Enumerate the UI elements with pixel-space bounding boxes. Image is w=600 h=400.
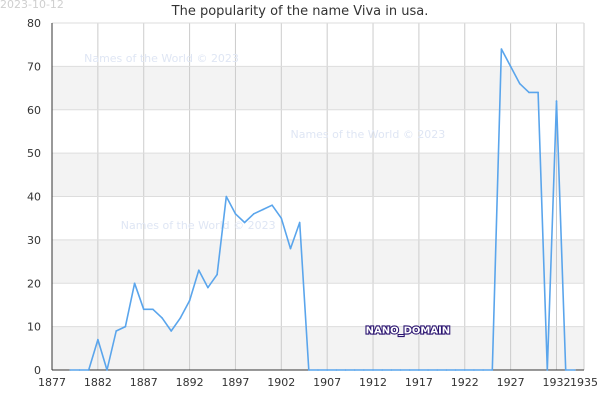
data-point <box>491 369 494 371</box>
series-line <box>70 48 575 371</box>
x-tick-label: 1892 <box>176 376 204 389</box>
plot-bands <box>52 66 584 370</box>
data-point <box>216 273 218 276</box>
x-tick-label: 1907 <box>313 376 341 389</box>
data-point <box>262 208 264 211</box>
date-stamp: 2023-10-12 <box>0 0 64 11</box>
x-tick-label: 1935 <box>570 376 598 389</box>
y-tick-label: 20 <box>27 277 41 290</box>
x-tick-label: 1882 <box>84 376 112 389</box>
data-point <box>381 369 384 371</box>
data-point <box>152 308 154 311</box>
data-point <box>280 217 283 219</box>
data-point <box>537 91 539 94</box>
watermark-text: Names of the World © 2023 <box>290 128 445 141</box>
data-point <box>335 369 338 371</box>
x-tick-label: 1897 <box>221 376 249 389</box>
x-tick-label: 1887 <box>130 376 158 389</box>
data-point <box>106 369 108 371</box>
plot-band <box>52 239 584 284</box>
x-tick-label: 1902 <box>267 376 295 389</box>
data-point <box>418 369 420 371</box>
data-point <box>161 317 163 319</box>
plot-band <box>52 153 584 197</box>
data-point <box>546 369 549 371</box>
data-point <box>518 82 521 85</box>
y-tick-label: 80 <box>27 17 41 30</box>
data-point <box>124 325 127 328</box>
x-tick-label: 1927 <box>497 376 525 389</box>
data-point <box>271 204 273 206</box>
chart-title: The popularity of the name Viva in usa. <box>171 4 429 19</box>
y-tick-label: 10 <box>27 321 41 334</box>
x-tick-label: 1912 <box>359 376 387 389</box>
plot-band <box>52 66 584 110</box>
data-point <box>69 369 72 371</box>
data-point <box>207 286 209 289</box>
data-point <box>344 369 347 371</box>
y-tick-label: 60 <box>27 104 41 117</box>
data-point <box>142 308 145 311</box>
data-point <box>509 65 512 68</box>
data-point <box>555 100 558 102</box>
plot-band <box>52 326 584 370</box>
data-point <box>473 369 475 371</box>
stamp-label: NANO_DOMAIN <box>366 326 451 337</box>
watermarks: Names of the World © 2023 Names of the Wo… <box>84 52 445 232</box>
x-tick-label: 1877 <box>38 376 66 389</box>
data-point <box>87 369 90 371</box>
data-point <box>252 213 255 215</box>
y-tick-label: 50 <box>27 147 41 160</box>
x-tick-label: 1932 <box>542 376 570 389</box>
y-tick-label: 70 <box>27 60 41 73</box>
data-point <box>463 369 466 371</box>
watermark-text: Names of the World © 2023 <box>121 219 276 232</box>
data-point <box>115 330 118 332</box>
data-point <box>482 369 484 371</box>
data-point <box>317 369 319 371</box>
x-tick-label: 1922 <box>451 376 479 389</box>
data-point <box>445 369 448 371</box>
data-point <box>170 330 173 332</box>
data-point <box>326 369 328 371</box>
y-tick-label: 40 <box>27 191 41 204</box>
data-point <box>574 369 576 371</box>
y-tick-label: 0 <box>34 364 41 377</box>
data-point <box>427 369 429 371</box>
watermark-text: Names of the World © 2023 <box>84 52 239 65</box>
data-point <box>353 369 356 371</box>
data-point <box>133 282 136 285</box>
data-point <box>454 369 457 371</box>
data-point <box>308 369 310 371</box>
data-point <box>363 369 365 371</box>
data-point <box>298 221 301 224</box>
data-point <box>97 338 99 341</box>
x-tick-labels: 1877 1882 1887 1892 1897 1902 1907 1912 1917 1922… <box>38 376 598 389</box>
data-point <box>197 269 200 272</box>
data-point <box>390 369 393 371</box>
data-point <box>289 247 292 250</box>
data-point <box>243 221 246 224</box>
data-point <box>179 317 182 319</box>
y-tick-labels: 0 10 20 30 40 50 60 70 80 <box>27 17 41 377</box>
stamp-layer: NANO_DOMAIN <box>365 324 452 337</box>
data-point <box>408 369 411 371</box>
x-tick-label: 1917 <box>405 376 433 389</box>
data-point <box>225 195 228 198</box>
series-layer <box>69 48 576 371</box>
data-point <box>78 369 81 371</box>
data-point <box>528 91 530 94</box>
data-point <box>564 369 567 371</box>
data-point <box>372 369 374 371</box>
data-point <box>436 369 439 371</box>
data-point <box>188 299 191 302</box>
data-point <box>399 369 402 371</box>
data-point <box>234 213 237 215</box>
y-tick-label: 30 <box>27 234 41 247</box>
data-point <box>500 48 503 50</box>
